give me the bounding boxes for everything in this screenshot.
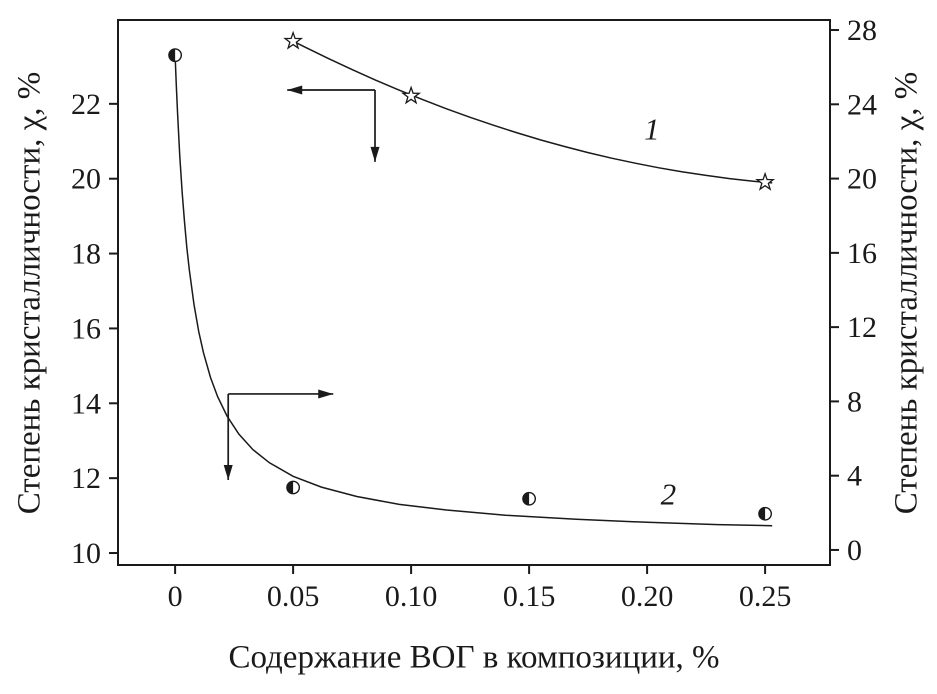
series-1-label: 1 [644,112,660,147]
x-axis-title: Содержание ВОГ в композиции, % [228,639,720,676]
x-tick-label: 0 [168,580,183,613]
left-axis-title: Степень кристалличности, χ, % [11,71,48,515]
series-1-curve [288,38,773,184]
right-axis-tick-label: 24 [847,88,877,121]
x-tick-label: 0.25 [739,580,792,613]
x-tick-label: 0.15 [503,580,556,613]
x-tick-label: 0.05 [267,580,320,613]
right-axis-tick-label: 20 [847,163,877,196]
left-axis-tick-label: 10 [71,537,101,570]
series-2-circle-marker-fill [758,507,766,520]
series-2-label: 2 [661,476,677,511]
right-axis-tick-label: 8 [847,385,862,418]
right-axis-title: Степень кристалличности, χ, % [888,71,925,515]
series-1-star-marker [755,171,776,191]
left-axis-tick-label: 18 [71,238,101,271]
x-tick-label: 0.20 [621,580,674,613]
series-1-star-marker [283,30,304,50]
plot-frame [117,19,831,566]
arrowhead-icon [370,146,380,162]
arrowhead-icon [287,85,303,95]
arrowhead-icon [318,389,334,399]
left-axis-tick-label: 22 [71,88,101,121]
right-axis-tick-label: 0 [847,534,862,567]
left-axis-tick-label: 20 [71,163,101,196]
right-axis-tick-label: 4 [847,460,862,493]
right-axis-tick-label: 16 [847,237,877,270]
series-2-circle-marker-fill [168,48,176,62]
series-2-circle-marker-fill [522,492,530,505]
series-2-circle-marker-fill [286,481,294,494]
right-axis-tick-label: 12 [847,311,877,344]
left-axis-tick-label: 16 [71,312,101,345]
x-tick-label: 0.10 [385,580,438,613]
left-axis-tick-label: 14 [71,387,101,420]
left-axis-tick-label: 12 [71,462,101,495]
series-2-curve [174,55,773,527]
arrowhead-icon [223,465,233,481]
series-1-star-marker [401,85,422,105]
right-axis-tick-label: 28 [847,14,877,47]
